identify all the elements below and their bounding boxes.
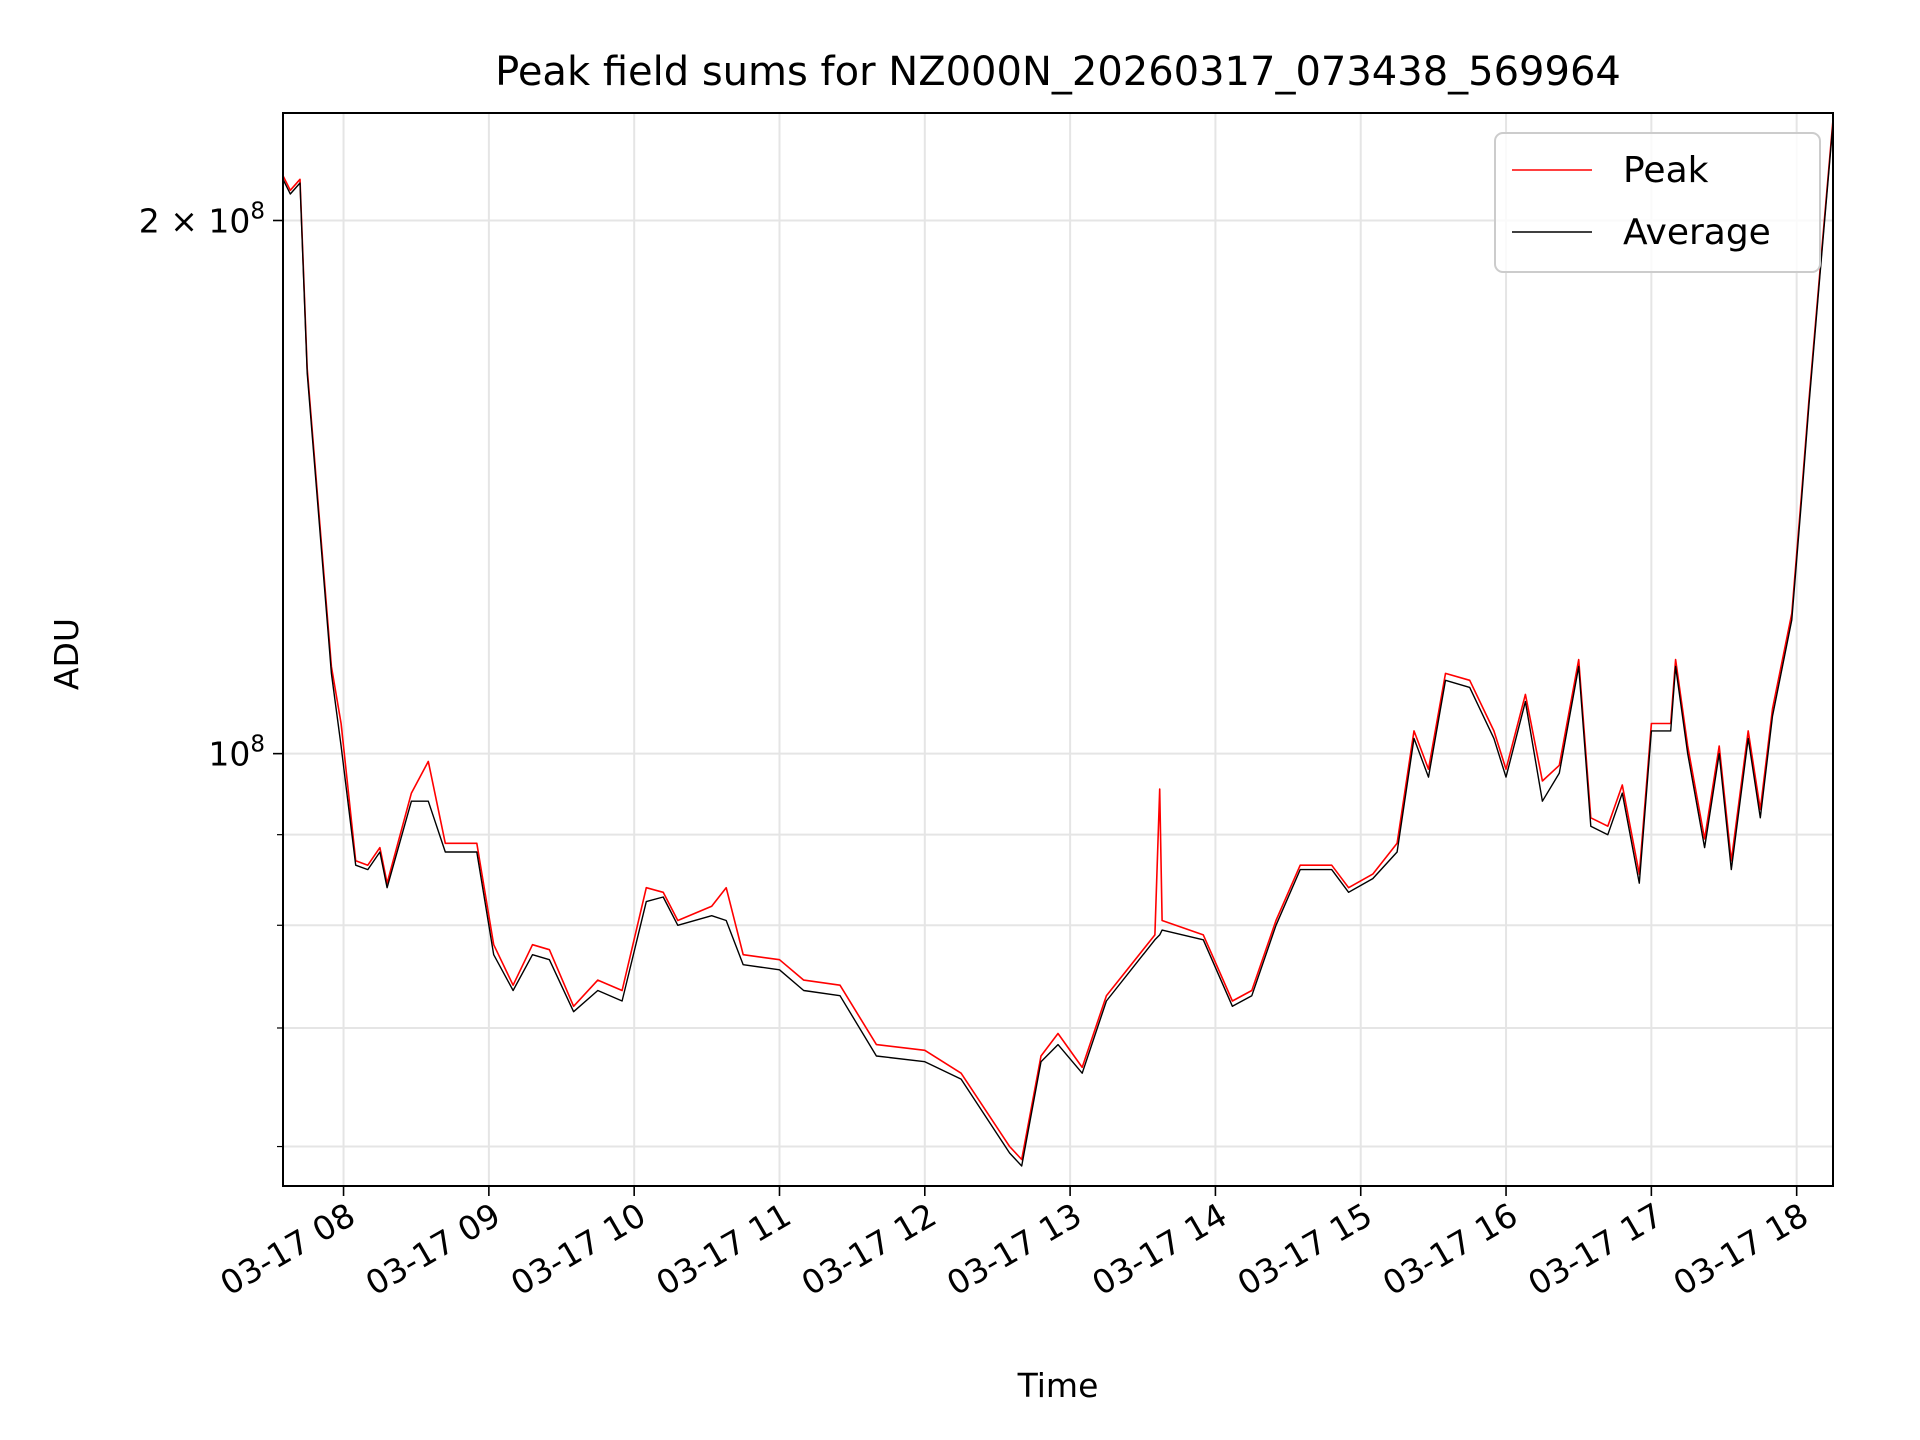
y-axis-label: ADU <box>47 618 86 690</box>
legend-average-label: Average <box>1623 212 1771 253</box>
chart-title: Peak field sums for NZ000N_20260317_0734… <box>495 49 1621 95</box>
series-line-average <box>282 123 1834 1167</box>
series-layer <box>282 119 1834 1167</box>
grid <box>283 113 1833 1186</box>
legend: Peak Average <box>1494 132 1821 273</box>
legend-box <box>1494 132 1821 273</box>
y-tick-label: 108 <box>208 732 265 774</box>
y-tick-label: 2 × 108 <box>139 198 265 240</box>
series-line-peak <box>282 119 1834 1161</box>
legend-peak-label: Peak <box>1623 150 1709 191</box>
x-axis-label: Time <box>1017 1366 1099 1405</box>
plot-frame <box>282 112 1834 1187</box>
